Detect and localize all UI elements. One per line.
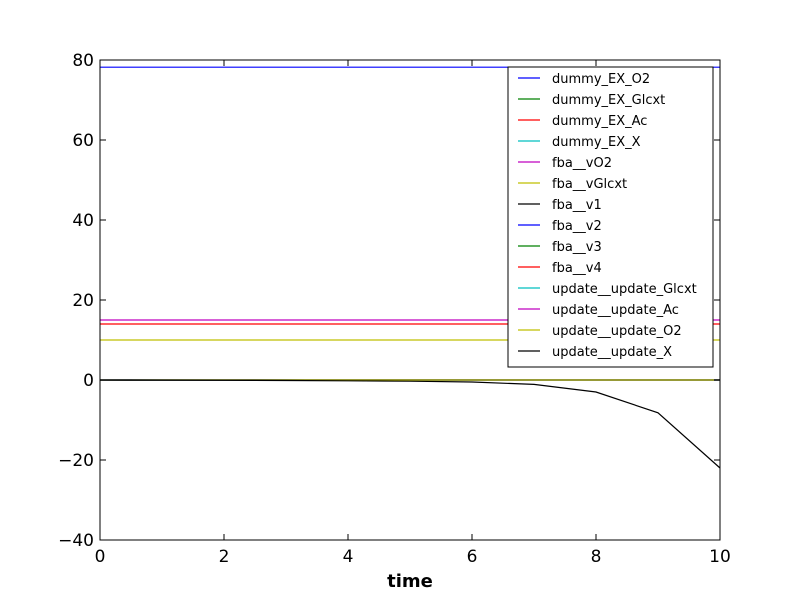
legend-box [507, 66, 714, 368]
legend-label: fba__v1 [552, 198, 602, 213]
legend: dummy_EX_O2 dummy_EX_Glcxt dummy_EX_Acdumm… [507, 66, 714, 368]
y-tick-label: 80 [72, 51, 94, 71]
y-tick-label: 40 [72, 211, 94, 231]
x-tick-label: 6 [467, 547, 478, 567]
y-tick-label: −40 [58, 531, 94, 551]
legend-label: fba__v3 [552, 240, 602, 255]
x-tick-label: 4 [343, 547, 354, 567]
x-tick-label: 8 [591, 547, 602, 567]
y-tick-label: 0 [83, 371, 94, 391]
x-tick-label: 10 [709, 547, 731, 567]
x-axis-title: time [387, 571, 433, 592]
legend-label: dummy_EX_X [552, 135, 641, 150]
legend-label: dummy_EX_Ac [552, 114, 647, 129]
x-axis: 0 2 4 6 8 10 [95, 60, 731, 567]
x-tick-label: 0 [95, 547, 106, 567]
legend-label: dummy_EX_Glcxt [552, 93, 665, 108]
legend-label: update__update_Glcxt [552, 282, 697, 297]
y-axis: −40 −20 0 20 40 60 80 [58, 51, 720, 551]
legend-label: fba__vGlcxt [552, 177, 627, 192]
legend-label: update__update_O2 [552, 324, 682, 339]
x-tick-label: 2 [219, 547, 230, 567]
legend-label: update__update_Ac [552, 303, 679, 318]
legend-label: update__update_X [552, 345, 672, 360]
y-tick-label: 60 [72, 131, 94, 151]
legend-label: fba__vO2 [552, 156, 612, 171]
y-tick-label: 20 [72, 291, 94, 311]
legend-label: fba__v2 [552, 219, 602, 234]
y-tick-label: −20 [58, 451, 94, 471]
legend-label: dummy_EX_O2 [552, 72, 650, 87]
series-line [99, 379, 721, 469]
legend-label: fba__v4 [552, 261, 602, 276]
